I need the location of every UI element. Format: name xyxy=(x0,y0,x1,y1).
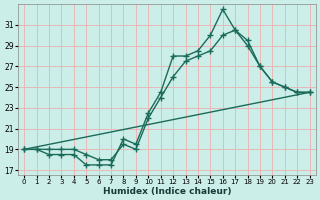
X-axis label: Humidex (Indice chaleur): Humidex (Indice chaleur) xyxy=(103,187,231,196)
